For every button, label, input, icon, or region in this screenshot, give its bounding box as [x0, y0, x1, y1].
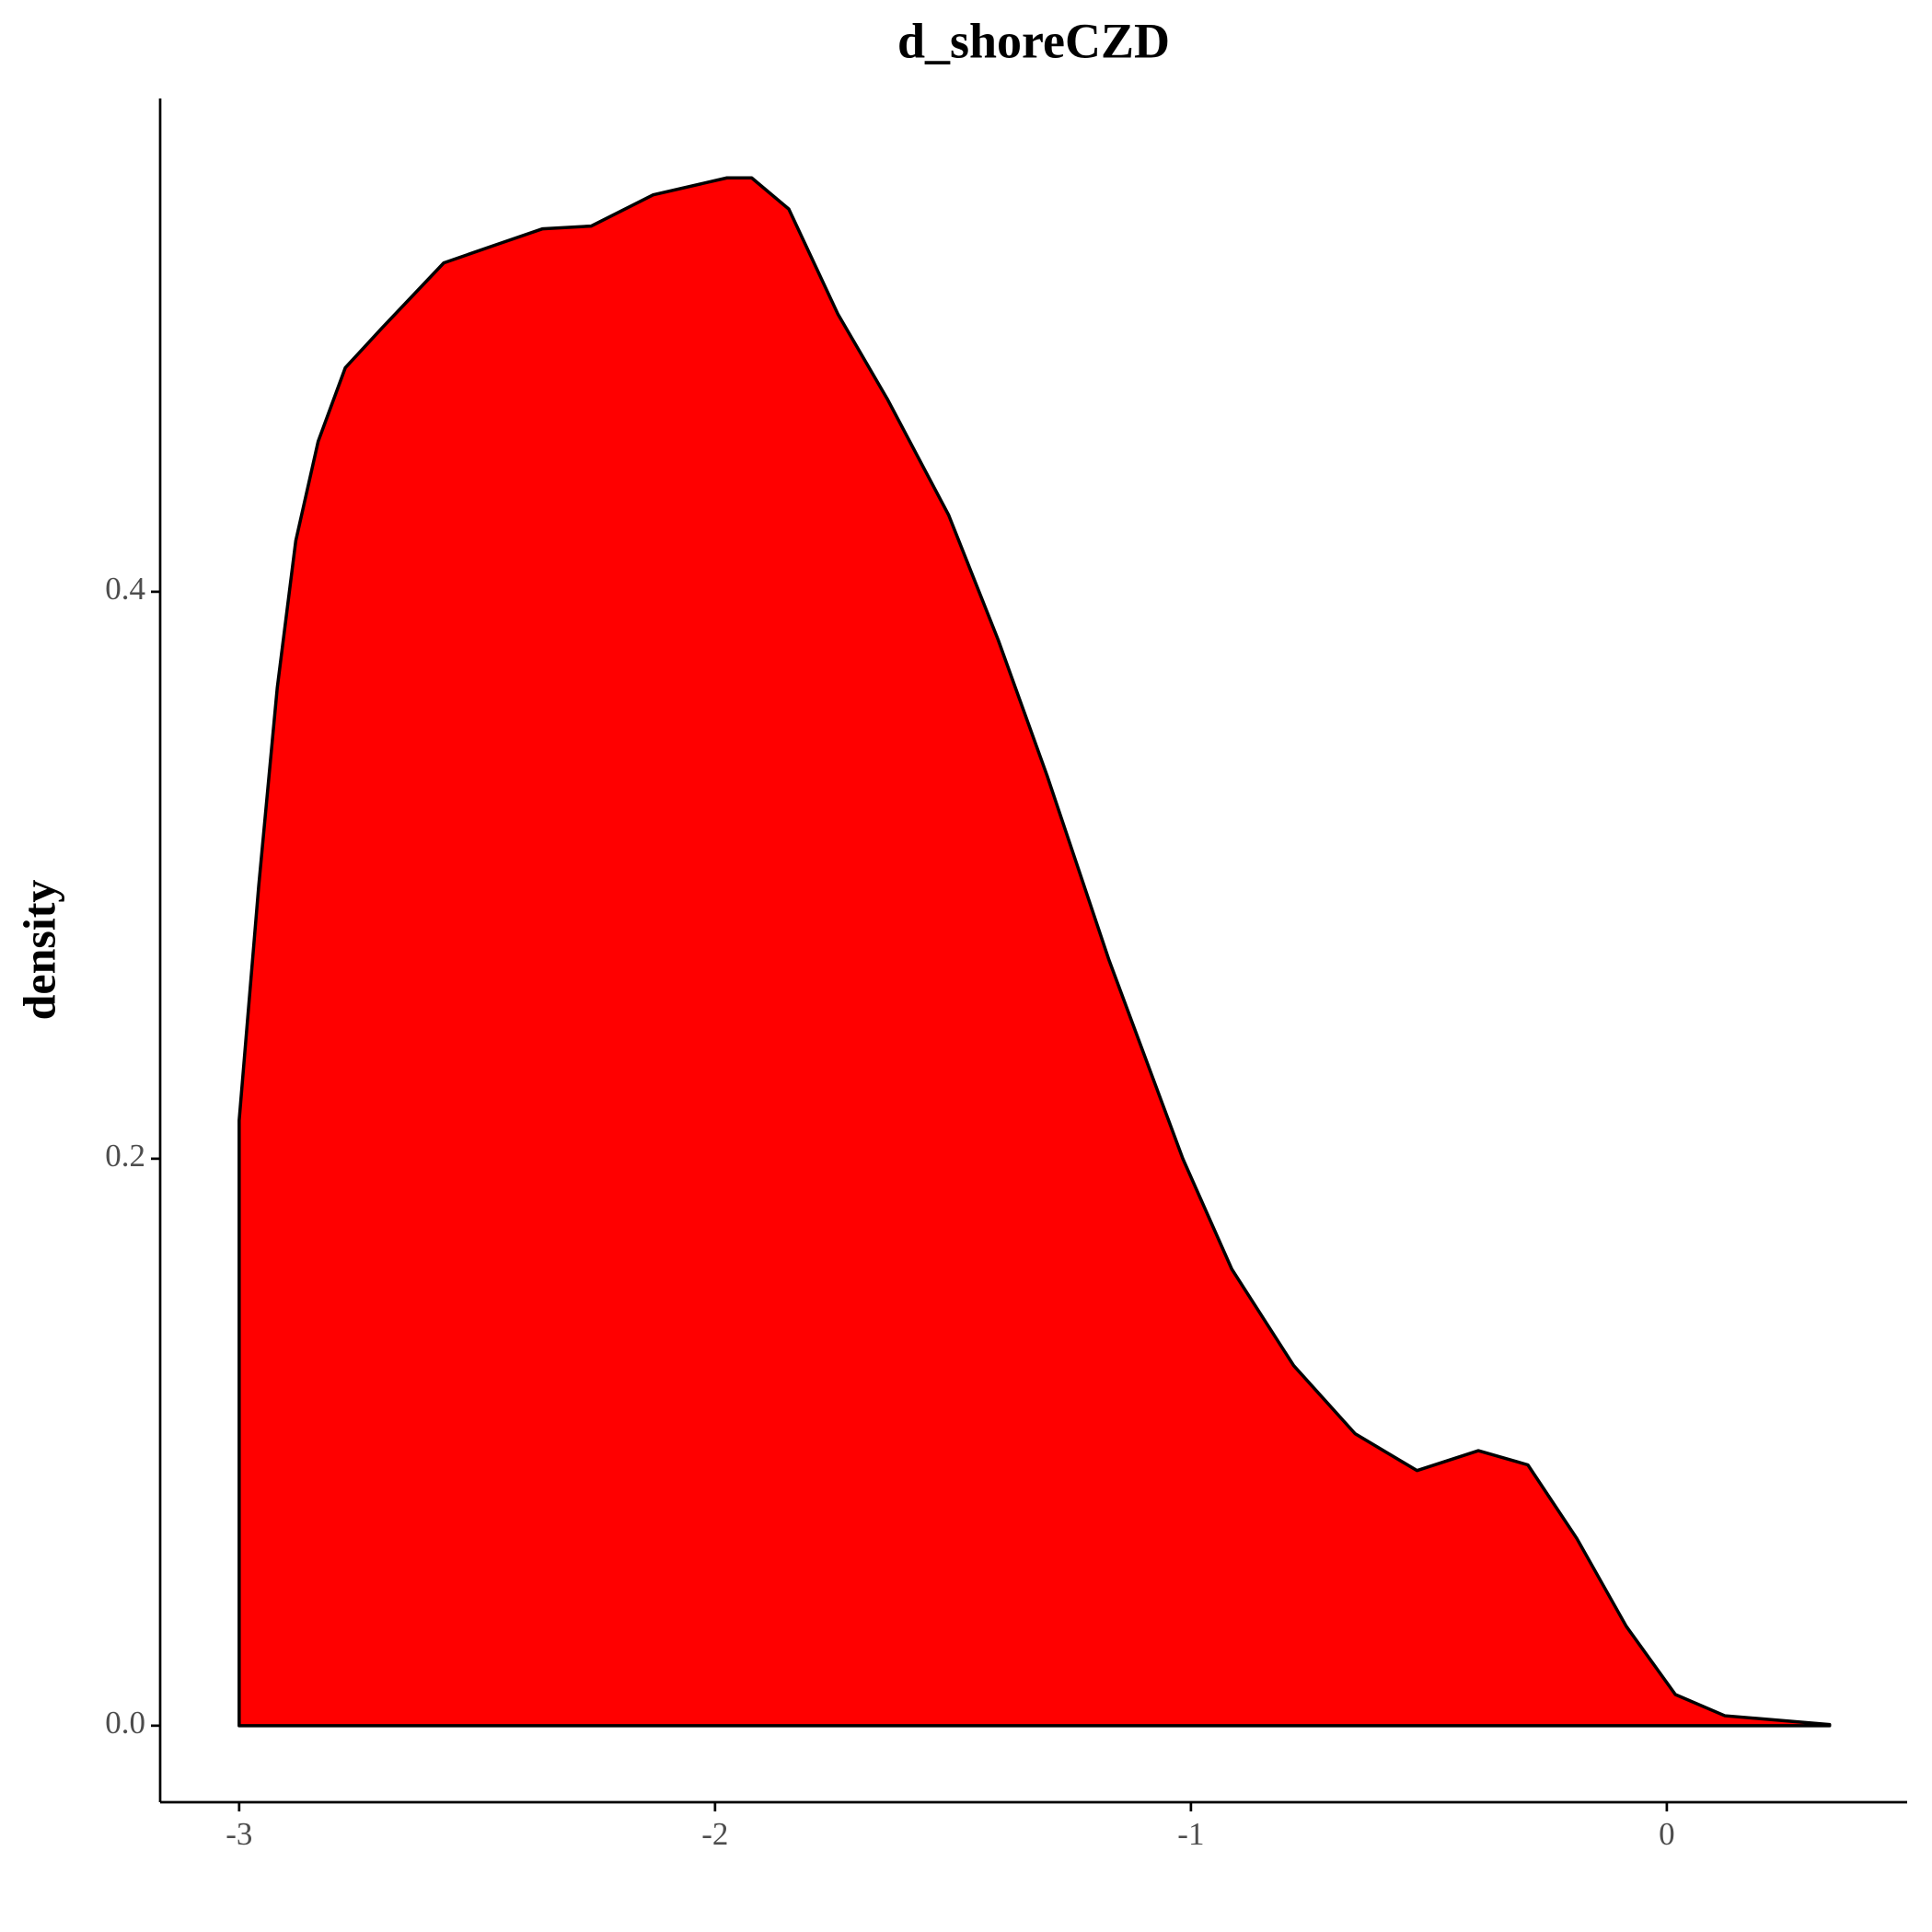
- x-tick-label: 0: [1659, 1816, 1675, 1852]
- y-tick-label: 0.2: [105, 1138, 145, 1174]
- density-area: [237, 176, 1832, 1728]
- y-tick-label: 0.0: [105, 1705, 145, 1741]
- y-axis-label: density: [13, 880, 64, 1021]
- x-tick-label: -2: [701, 1816, 728, 1852]
- x-tick-label: -1: [1177, 1816, 1204, 1852]
- chart-title: d_shoreCZD: [897, 13, 1170, 68]
- y-tick-label: 0.4: [105, 571, 145, 607]
- x-tick-label: -3: [226, 1816, 252, 1852]
